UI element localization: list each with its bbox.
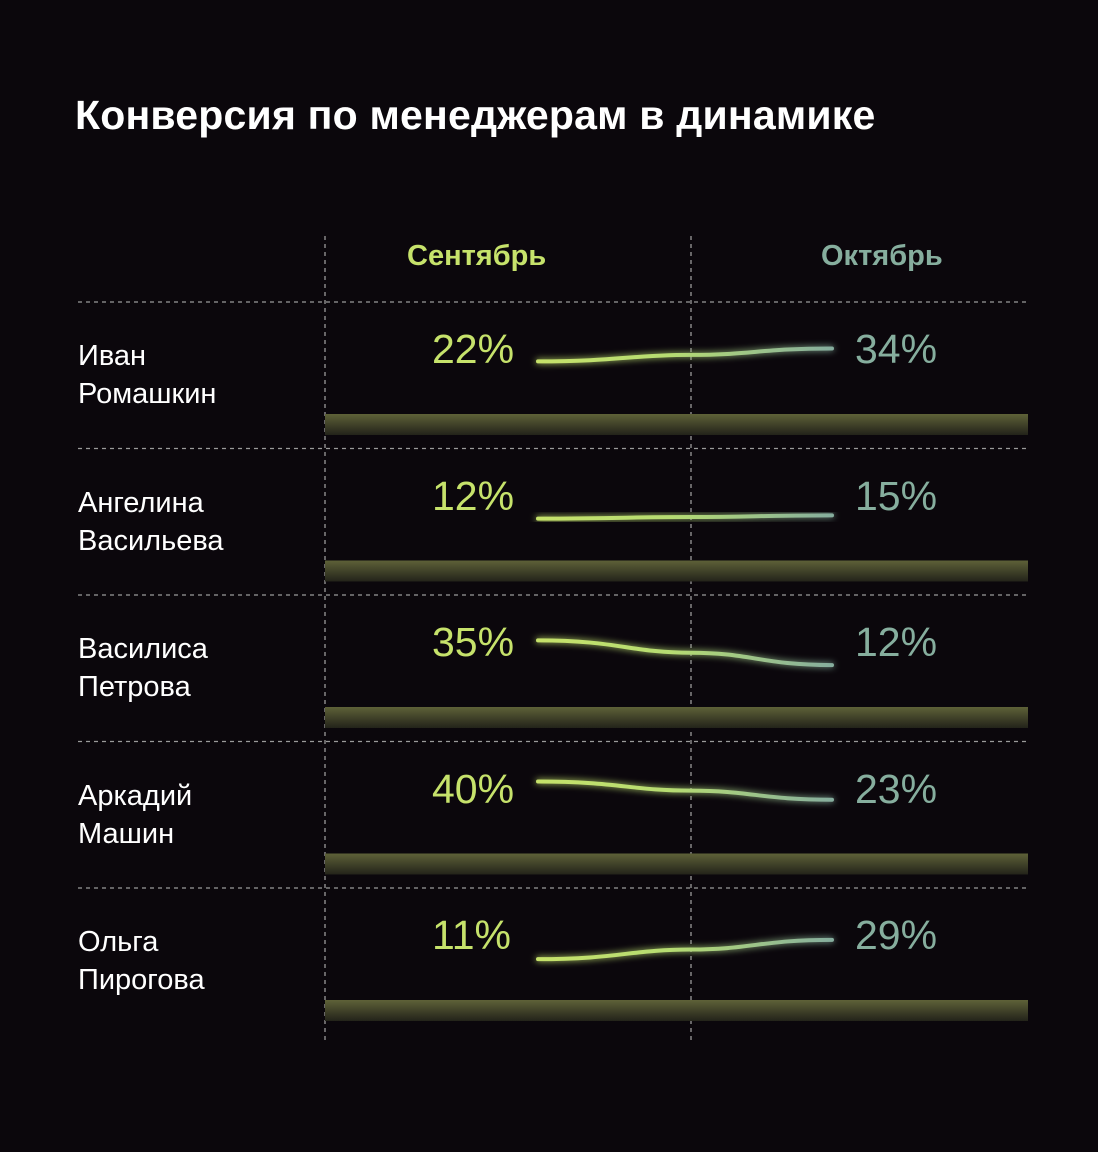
manager-name-line: Иван [78,340,147,372]
manager-name-line: Ромашкин [78,378,217,410]
trend-line [536,513,834,521]
trend-line [536,779,834,802]
chart-title: Конверсия по менеджерам в динамике [75,92,876,138]
row-band [325,853,1028,875]
row-band [325,560,1028,582]
trend-line [536,937,834,962]
row-band [325,1000,1028,1021]
manager-name: Василиса Петрова [78,630,208,706]
column-header-october: Октябрь [821,240,943,272]
row-band [325,414,1028,435]
column-header-september: Сентябрь [407,240,547,272]
manager-name-line: Аркадий [78,779,193,812]
september-value: 40% [432,765,515,812]
manager-name: Аркадий Машин [78,777,192,853]
september-value: 22% [432,326,515,372]
september-value: 11% [432,912,512,958]
manager-name-line: Пирогова [78,964,205,996]
manager-name: Ангелина Васильева [78,484,224,560]
manager-name: Иван Ромашкин [78,337,216,413]
manager-name-line: Ольга [78,926,159,958]
trend-line [536,638,834,668]
october-value: 29% [855,912,938,958]
october-value: 34% [855,326,938,372]
september-value: 35% [432,619,515,665]
manager-name-line: Васильева [78,524,224,557]
manager-name-line: Ангелина [78,486,204,519]
october-value: 15% [855,472,938,519]
manager-name-line: Василиса [78,633,208,665]
manager-name: Ольга Пирогова [78,923,205,999]
october-value: 12% [855,619,938,665]
september-value: 12% [432,472,515,519]
trend-line [536,346,834,364]
manager-name-line: Машин [78,817,175,850]
october-value: 23% [855,765,938,812]
row-band [325,707,1028,728]
manager-name-line: Петрова [78,671,191,703]
